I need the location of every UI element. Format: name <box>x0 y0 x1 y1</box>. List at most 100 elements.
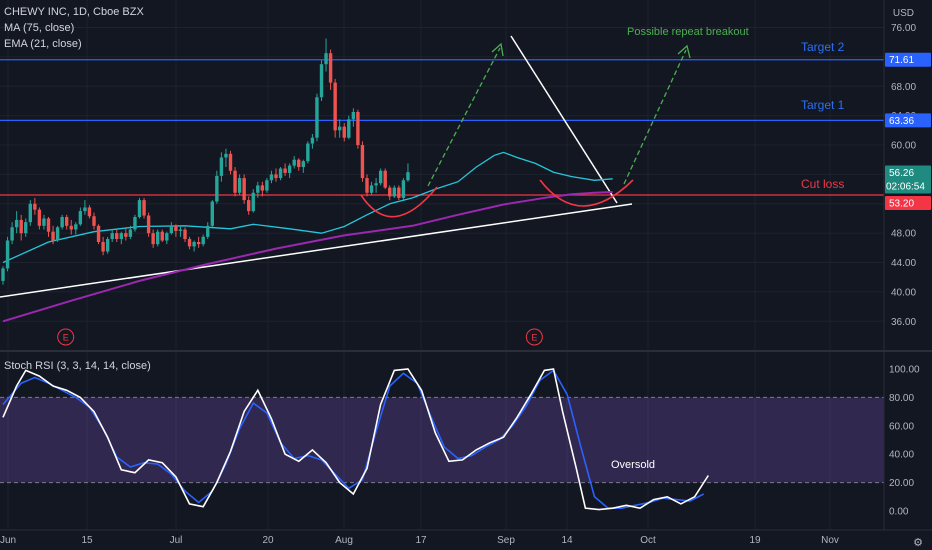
level-lines <box>0 59 884 196</box>
current-price-tag-bg <box>885 165 931 194</box>
candle-body <box>356 111 360 146</box>
rsi-tick-label: 0.00 <box>889 507 909 518</box>
rsi-tick-label: 20.00 <box>889 478 914 489</box>
target2-annotation: Target 2 <box>801 40 845 54</box>
candle-body <box>137 200 142 218</box>
candle-body <box>78 211 83 225</box>
candle-body <box>187 239 192 247</box>
price-axis-panel[interactable] <box>884 0 932 550</box>
candle-body <box>269 174 274 181</box>
earnings-marker <box>525 328 543 346</box>
oversold-annotation: Oversold <box>611 459 655 471</box>
earnings-marker-label: E <box>63 333 69 343</box>
candle-body <box>228 153 233 171</box>
stoch-d-line <box>2 369 705 509</box>
symbol-title[interactable]: CHEWY INC, 1D, Cboe BZX <box>4 6 144 18</box>
candle-body <box>105 239 110 252</box>
candle-body <box>283 168 287 173</box>
time-axis-panel[interactable] <box>0 530 932 550</box>
time-tick-label: 14 <box>561 535 573 546</box>
descending-trendline <box>510 35 618 204</box>
candle-body <box>69 225 73 230</box>
candle-body <box>406 172 410 181</box>
ma75-line <box>2 191 613 323</box>
price-tags: 71.61 63.36 56.26 02:06:54 53.20 <box>885 52 931 210</box>
candle-body <box>51 231 55 241</box>
target1-price-tag-bg <box>885 113 931 128</box>
candle-body <box>374 183 378 186</box>
candle-body <box>156 231 160 245</box>
candle-body <box>28 203 32 223</box>
candle-body <box>297 159 301 168</box>
candle-body <box>42 218 46 226</box>
cup-curve-left <box>360 186 438 218</box>
candle-body <box>328 53 333 83</box>
candle-body <box>92 216 96 226</box>
rsi-tick-label: 100.00 <box>889 365 920 376</box>
ema-legend[interactable]: EMA (21, close) <box>4 38 82 50</box>
price-tick-label: 44.00 <box>891 258 916 269</box>
candle-body <box>196 241 201 245</box>
breakout-annotation: Possible repeat breakout <box>627 26 749 38</box>
candle-body <box>110 233 114 240</box>
time-tick-label: Jun <box>0 535 16 546</box>
candle-body <box>160 231 164 241</box>
candle-body <box>87 207 92 217</box>
rsi-legend[interactable]: Stoch RSI (3, 3, 14, 14, close) <box>4 360 151 372</box>
time-tick-label: Oct <box>640 535 656 546</box>
target2-price-tag-bg <box>885 52 931 67</box>
candle-body <box>24 222 28 234</box>
candle-body <box>169 225 174 234</box>
candle-body <box>10 227 14 241</box>
price-tick-label: 68.00 <box>891 82 916 93</box>
candle-body <box>5 240 10 269</box>
candle-body <box>401 180 406 198</box>
candle-body <box>55 227 60 241</box>
candle-body <box>14 219 19 228</box>
earnings-marker <box>57 328 75 346</box>
price-tick-label: 76.00 <box>891 23 916 34</box>
candle-body <box>383 170 387 188</box>
candle-body <box>115 233 119 240</box>
candle-body <box>151 233 155 245</box>
breakout-arrowhead-left <box>491 42 504 57</box>
candle-body <box>360 145 365 179</box>
candle-body <box>128 229 133 237</box>
cutloss-price-tag-bg <box>885 195 931 210</box>
settings-icon[interactable]: ⚙ <box>913 537 923 549</box>
candle-body <box>219 157 224 176</box>
time-tick-label: Sep <box>497 535 515 546</box>
rsi-axis-ticks: 0.00 20.00 40.00 60.00 80.00 100.00 <box>889 365 920 518</box>
breakout-arrowhead-right <box>677 44 691 59</box>
candle-body <box>397 187 401 198</box>
candle-body <box>251 192 255 212</box>
candle-body <box>324 53 328 65</box>
ma-legend[interactable]: MA (75, close) <box>4 22 74 34</box>
candle-body <box>60 217 64 228</box>
stoch-k-line <box>2 368 709 511</box>
candle-body <box>174 225 178 231</box>
candle-body <box>178 229 183 231</box>
candle-body <box>392 187 396 197</box>
candle-body <box>292 159 296 166</box>
rsi-tick-label: 60.00 <box>889 421 914 432</box>
candle-body <box>260 185 265 191</box>
candle-body <box>165 233 169 241</box>
candle-body <box>347 119 351 138</box>
rsi-tick-label: 80.00 <box>889 393 914 404</box>
candle-body <box>278 168 283 179</box>
time-tick-label: Nov <box>821 535 839 546</box>
candle-body <box>215 175 219 202</box>
candle-body <box>242 178 246 201</box>
candle-body <box>101 241 105 252</box>
breakout-arrow-left <box>427 47 501 187</box>
countdown-clock: 02:06:54 <box>886 181 925 192</box>
candle-body <box>142 200 146 216</box>
candle-body <box>83 207 87 212</box>
candle-body <box>124 233 128 237</box>
candle-body <box>201 236 205 245</box>
candle-body <box>183 229 187 240</box>
time-tick-label: Aug <box>335 535 353 546</box>
